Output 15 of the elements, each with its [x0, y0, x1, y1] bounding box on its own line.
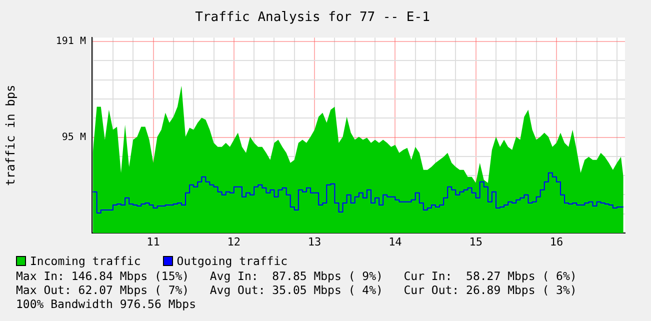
x-tick-label: 12: [227, 235, 241, 248]
y-tick-label: 191 M: [56, 36, 86, 48]
x-tick-label: 11: [146, 235, 160, 248]
x-tick-label: 14: [388, 235, 402, 248]
text: 100% Bandwidth 976.56 Mbps: [16, 297, 198, 311]
text: Max Out: 62.07 Mbps ( 7%) Avg Out: 35.05 Mbps ( 4%) Cur Out: 26.89 Mbps ( 3%): [16, 283, 577, 297]
x-tick-label: 16: [550, 235, 564, 248]
legend-label: Outgoing traffic: [176, 254, 288, 268]
x-tick-label: 15: [469, 235, 482, 248]
y-axis-title: traffic in bps: [3, 84, 18, 186]
y-tick-label: 95 M: [62, 132, 86, 143]
chart-title: Traffic Analysis for 77 -- E-1: [195, 10, 430, 26]
legend-label: Incoming traffic: [29, 254, 141, 268]
text: Max In: 146.84 Mbps (15%) Avg In: 87.85 Mbps ( 9%) Cur In: 58.27 Mbps ( 6%): [16, 269, 577, 283]
x-tick-label: 13: [308, 235, 322, 248]
